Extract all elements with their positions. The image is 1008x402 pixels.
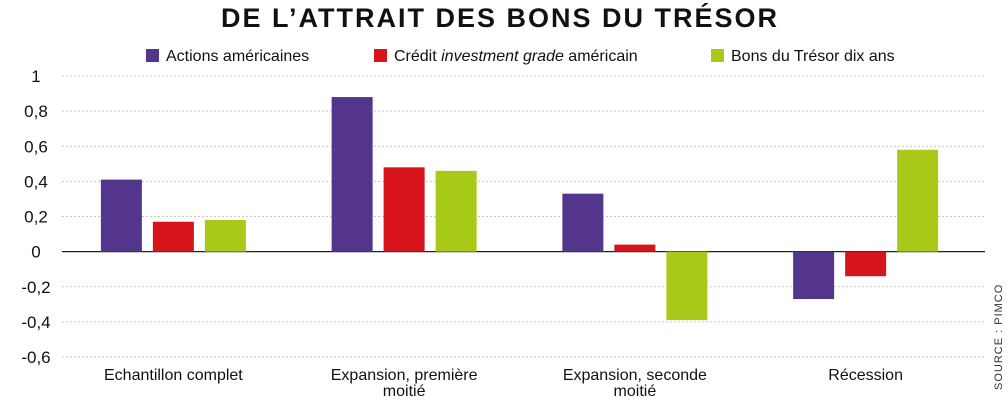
y-tick-label: -0,4: [21, 313, 50, 332]
category-labels: Echantillon complet Expansion, première mo…: [104, 367, 903, 400]
bar: [614, 244, 656, 252]
y-tick-label: -0,6: [21, 348, 50, 367]
legend-item: Bons du Trésor dix ans: [711, 48, 895, 65]
source-note: SOURCE : PIMCO: [993, 284, 1005, 390]
y-tick-label: 0,8: [24, 102, 48, 121]
legend-label: Crédit investment grade américain: [394, 48, 638, 65]
bar: [793, 251, 835, 300]
bar: [666, 251, 708, 321]
legend-item: Actions américaines: [146, 48, 309, 65]
y-tick-label: 0,4: [24, 172, 48, 191]
legend: Actions américaines Crédit investment gra…: [146, 48, 895, 65]
bar: [383, 167, 425, 252]
bar: [897, 149, 939, 252]
bar: [435, 170, 477, 252]
y-tick-label: 0: [31, 243, 40, 262]
category-label: Récession: [828, 367, 903, 384]
y-tick-label: 1: [31, 67, 40, 86]
legend-swatch: [374, 49, 387, 62]
bar: [204, 220, 246, 252]
y-tick-label: -0,2: [21, 278, 50, 297]
bar: [562, 193, 604, 252]
legend-label: Bons du Trésor dix ans: [731, 48, 895, 65]
bar: [100, 179, 142, 252]
category-label: Expansion, seconde moitié: [563, 367, 707, 400]
category-label: Echantillon complet: [104, 367, 243, 384]
legend-item: Crédit investment grade américain: [374, 48, 638, 65]
gridlines: [62, 75, 985, 358]
legend-swatch: [146, 49, 159, 62]
chart-title: DE L’ATTRAIT DES BONS DU TRÉSOR: [221, 2, 779, 33]
legend-label: Actions américaines: [166, 48, 309, 65]
bars: [100, 97, 939, 321]
category-label: Expansion, première moitié: [331, 367, 478, 400]
bar: [331, 97, 373, 252]
legend-swatch: [711, 49, 724, 62]
bar: [152, 221, 194, 252]
y-tick-label: 0,2: [24, 208, 48, 227]
bar: [845, 251, 887, 277]
y-axis-ticks: 1 0,8 0,6 0,4 0,2 0 -0,2 -0,4 -0,6: [21, 67, 50, 367]
y-tick-label: 0,6: [24, 137, 48, 156]
